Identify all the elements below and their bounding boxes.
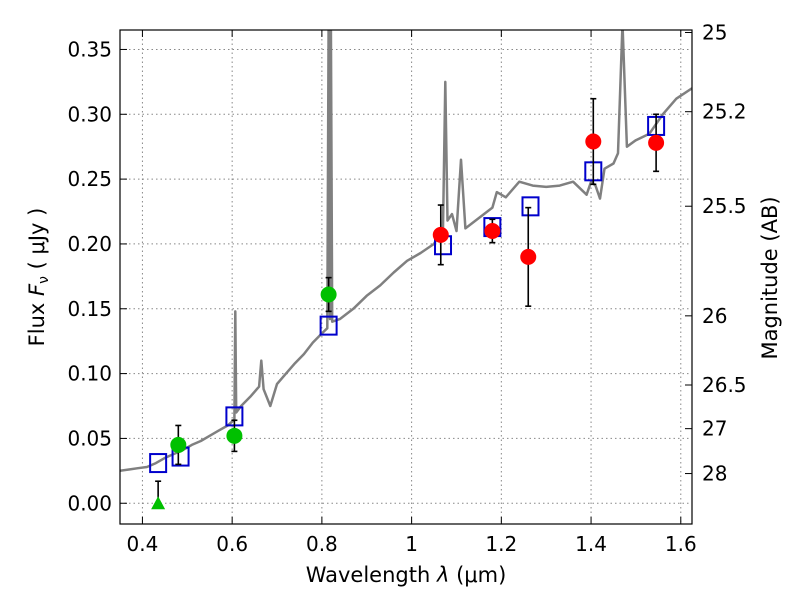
mag-tick-label: 25 xyxy=(702,20,727,44)
x-tick-label: 1 xyxy=(405,532,418,556)
y-tick-label: 0.25 xyxy=(67,167,112,191)
model-flux-square xyxy=(521,196,540,217)
observed-red-point xyxy=(585,133,602,150)
mag-tick-label: 25.5 xyxy=(702,194,747,218)
model-flux-square xyxy=(149,453,168,474)
model-flux-square xyxy=(319,315,338,336)
x-tick-label: 1.6 xyxy=(665,532,697,556)
grid xyxy=(120,30,692,524)
observed-red-point xyxy=(432,226,449,243)
upper-limit-triangle xyxy=(151,496,166,510)
mag-tick-label: 28 xyxy=(702,462,727,486)
x-tick-label: 1.4 xyxy=(575,532,607,556)
x-tick-label: 0.8 xyxy=(306,532,338,556)
y-tick-label: 0.35 xyxy=(67,37,112,61)
y-tick-label: 0.00 xyxy=(67,491,112,515)
right-axis-label: Magnitude (AB) xyxy=(758,196,782,359)
y-axis-label: Flux Fν ( μJy ) xyxy=(25,208,52,347)
y-tick-label: 0.20 xyxy=(67,232,112,256)
x-tick-label: 0.6 xyxy=(216,532,248,556)
observed-red-point xyxy=(520,248,537,265)
plot-frame xyxy=(119,29,693,525)
ticks: 0.4 0.6 0.8 1 1.2 1.4 1.6 0.00 0.05 0.10 0.15 0.20 0… xyxy=(67,20,746,556)
mag-tick-label: 25.2 xyxy=(702,100,747,124)
y-tick-label: 0.15 xyxy=(67,297,112,321)
y-tick-label: 0.10 xyxy=(67,362,112,386)
observed-red-point xyxy=(648,134,665,151)
observed-red-point xyxy=(484,222,501,239)
observed-green-point xyxy=(170,436,187,453)
y-tick-label: 0.30 xyxy=(67,102,112,126)
y-tick-label: 0.05 xyxy=(67,426,112,450)
x-tick-label: 0.4 xyxy=(127,532,159,556)
x-axis-label: Wavelength λ (μm) xyxy=(306,563,507,587)
markers xyxy=(149,97,666,510)
mag-tick-label: 26 xyxy=(702,304,727,328)
observed-green-point xyxy=(320,286,337,303)
mag-tick-label: 27 xyxy=(702,417,727,441)
x-tick-label: 1.2 xyxy=(485,532,517,556)
mag-tick-label: 26.5 xyxy=(702,373,747,397)
observed-green-point xyxy=(226,427,243,444)
